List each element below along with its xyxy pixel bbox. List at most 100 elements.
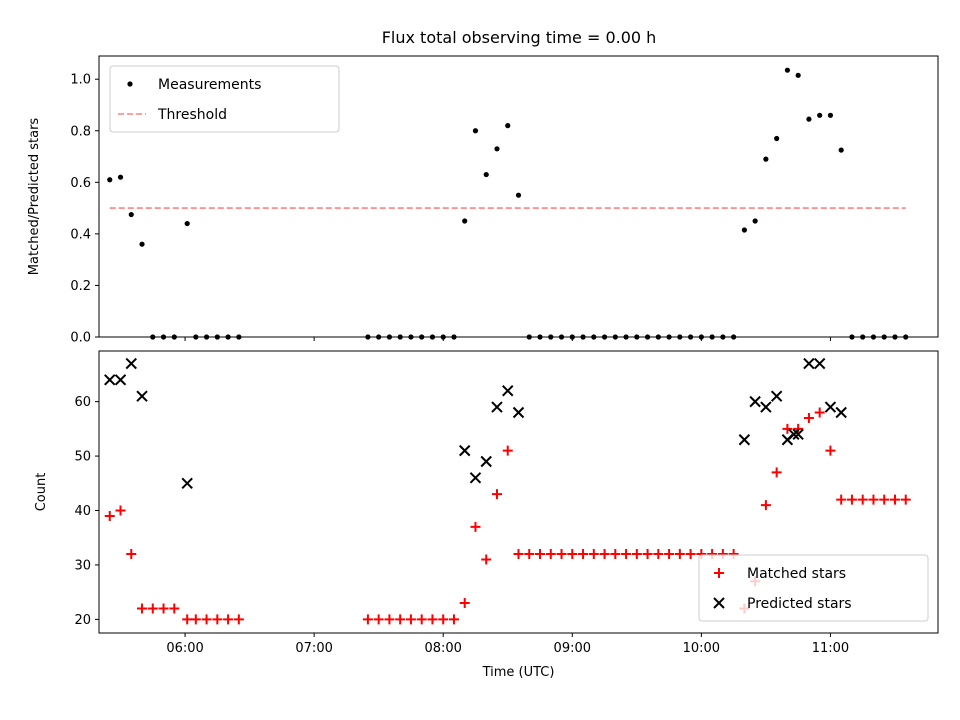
bottom-panel: 06:00 07:00 08:00 09:00 10:00 11:00 20 30 40 50 60…: [34, 350, 939, 680]
matched-stars-point: [405, 614, 416, 625]
matched-stars-point: [190, 614, 201, 625]
matched-stars-point: [545, 549, 556, 560]
measurements-point: [408, 334, 414, 340]
measurements-point: [429, 334, 436, 340]
measurements-point: [698, 334, 704, 340]
matched-stars-point: [642, 549, 653, 560]
matched-stars-point: [535, 549, 546, 560]
bottom-axes-frame: [98, 350, 939, 634]
top-y-axis-label: Matched/Predicted stars: [27, 118, 42, 276]
measurements-point: [494, 146, 500, 152]
measurements-point: [440, 334, 446, 340]
matched-stars-point: [556, 549, 567, 560]
predicted-stars-point: [824, 401, 837, 413]
bottom-y-tick-label: 60: [74, 395, 91, 410]
matched-stars-point: [760, 500, 771, 511]
measurements-point: [817, 112, 823, 118]
top-panel: 0.0 0.2 0.4 0.6 0.8 1.0 Matched/Predicted star…: [27, 55, 939, 346]
predicted-stars-point: [770, 390, 783, 402]
measurements-point: [623, 334, 629, 340]
measurements-point: [505, 123, 511, 129]
measurements-point: [634, 334, 640, 340]
matched-stars-point: [459, 598, 470, 609]
measurements-point: [644, 334, 651, 340]
matched-stars-point: [137, 603, 148, 614]
top-y-tick-label: 0.6: [70, 176, 91, 191]
matched-stars-point: [900, 494, 911, 505]
matched-stars-point: [836, 494, 847, 505]
measurements-point: [515, 192, 522, 198]
top-y-tick-label: 0.4: [70, 227, 91, 242]
top-legend: Measurements Threshold: [109, 65, 340, 133]
matched-stars-point: [653, 549, 664, 560]
predicted-stars-point: [491, 401, 503, 413]
measurements-point: [849, 334, 855, 340]
matched-stars-point: [664, 549, 675, 560]
measurements-point: [203, 334, 210, 340]
predicted-stars-point: [749, 395, 761, 408]
matched-stars-point: [212, 614, 223, 625]
matched-stars-point: [524, 549, 535, 560]
measurements-point: [225, 334, 231, 340]
matched-stars-point: [115, 505, 126, 516]
matched-stars-point: [438, 614, 449, 625]
matched-stars-point: [578, 549, 589, 560]
measurements-point: [537, 334, 543, 340]
matched-stars-point: [158, 603, 169, 614]
legend-box: [109, 65, 340, 133]
measurements-point: [558, 334, 565, 340]
predicted-stars-point: [512, 406, 525, 419]
predicted-stars-point: [181, 477, 193, 489]
matched-stars-point: [201, 614, 212, 625]
x-tick-label: 06:00: [166, 641, 203, 656]
measurements-point: [160, 334, 167, 340]
measurements-point: [612, 334, 618, 340]
measurements-point: [827, 112, 834, 118]
matched-stars-point: [782, 423, 793, 434]
top-y-tick-label: 0.2: [70, 279, 91, 294]
matched-stars-point: [631, 549, 642, 560]
measurements-legend-marker: [127, 81, 133, 87]
measurements-point: [569, 334, 575, 340]
matched-stars-point: [233, 614, 244, 625]
measurements-point: [892, 334, 898, 340]
matched-stars-point: [416, 614, 427, 625]
bottom-y-tick-label: 30: [74, 558, 91, 573]
predicted-stars-point: [835, 406, 847, 419]
matched-stars-point: [610, 549, 621, 560]
matched-stars-point: [147, 603, 158, 614]
top-y-tick-label: 0.8: [70, 124, 91, 139]
measurements-point: [731, 334, 737, 340]
measurements-point: [741, 227, 747, 233]
matched-stars-point: [373, 614, 384, 625]
matched-stars-point: [685, 549, 696, 560]
measurements-point: [806, 116, 812, 122]
measurements-point: [365, 334, 371, 340]
matched-stars-point: [470, 521, 481, 532]
measurements-point: [774, 135, 780, 142]
measurements-point: [666, 334, 672, 340]
measurements-point: [881, 334, 887, 340]
measurements-point: [591, 334, 597, 340]
measurements-point: [677, 334, 683, 340]
x-tick-label: 08:00: [424, 641, 461, 656]
measurements-point: [107, 177, 113, 183]
bottom-y-tick-label: 40: [74, 504, 91, 519]
measurements-point: [752, 218, 758, 224]
matched-stars-point: [846, 494, 857, 505]
measurements-point: [548, 334, 554, 340]
top-y-tick-label: 1.0: [70, 73, 91, 88]
matched-stars-legend-marker: [714, 568, 724, 578]
matched-stars-point: [362, 614, 373, 625]
matched-stars-point: [384, 614, 395, 625]
predicted-stars-point: [760, 401, 772, 413]
predicted-stars-legend-label: Predicted stars: [747, 596, 852, 612]
measurements-point: [720, 334, 726, 340]
matched-stars-point: [879, 494, 890, 505]
matched-stars-point: [126, 549, 137, 560]
predicted-stars-point: [125, 357, 137, 370]
measurements-point: [397, 334, 403, 340]
measurements-point: [784, 67, 791, 73]
predicted-stars-point: [788, 428, 800, 441]
